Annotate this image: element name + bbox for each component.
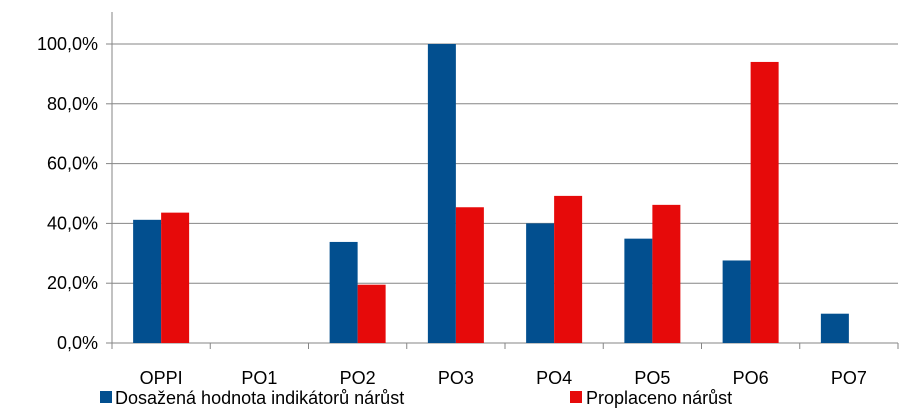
bar-po4-dosazena — [526, 223, 555, 343]
x-tick-labels: OPPI PO1 PO2 PO3 PO4 PO5 PO6 PO7 — [140, 368, 867, 388]
y-tick-label: 60,0% — [47, 154, 98, 174]
legend: Dosažená hodnota indikátorů nárůst Propl… — [100, 388, 732, 408]
bar-po5-proplaceno — [652, 204, 681, 343]
y-tick-label: 100,0% — [37, 34, 98, 54]
x-tick-label-po1: PO1 — [241, 368, 277, 388]
y-tick-label: 80,0% — [47, 94, 98, 114]
y-tick-label: 20,0% — [47, 273, 98, 293]
x-tick-label-po3: PO3 — [438, 368, 474, 388]
bars — [133, 44, 849, 343]
y-tick-label: 40,0% — [47, 213, 98, 233]
bar-po7-dosazena — [820, 313, 849, 343]
legend-label-proplaceno: Proplaceno nárůst — [586, 388, 732, 408]
bar-oppi-proplaceno — [161, 212, 190, 343]
x-tick-label-po4: PO4 — [536, 368, 572, 388]
y-tick-labels: 0,0% 20,0% 40,0% 60,0% 80,0% 100,0% — [37, 34, 98, 353]
bar-po2-proplaceno — [357, 284, 386, 343]
bar-po5-dosazena — [624, 238, 653, 343]
bar-po2-dosazena — [329, 241, 358, 343]
bar-po6-dosazena — [722, 260, 751, 343]
axes — [106, 12, 899, 349]
bar-po6-proplaceno — [750, 61, 779, 343]
bar-oppi-dosazena — [133, 219, 162, 343]
x-tick-label-po6: PO6 — [733, 368, 769, 388]
legend-swatch-dosazena — [100, 391, 112, 403]
legend-swatch-proplaceno — [570, 391, 582, 403]
x-tick-label-po2: PO2 — [340, 368, 376, 388]
y-tick-label: 0,0% — [57, 333, 98, 353]
x-tick-label-po7: PO7 — [831, 368, 867, 388]
bar-po3-proplaceno — [455, 207, 484, 343]
gridlines — [112, 43, 898, 344]
x-tick-label-oppi: OPPI — [140, 368, 183, 388]
bar-po3-dosazena — [427, 44, 456, 343]
bar-po4-proplaceno — [554, 195, 583, 343]
x-tick-label-po5: PO5 — [634, 368, 670, 388]
legend-label-dosazena: Dosažená hodnota indikátorů nárůst — [115, 388, 404, 408]
